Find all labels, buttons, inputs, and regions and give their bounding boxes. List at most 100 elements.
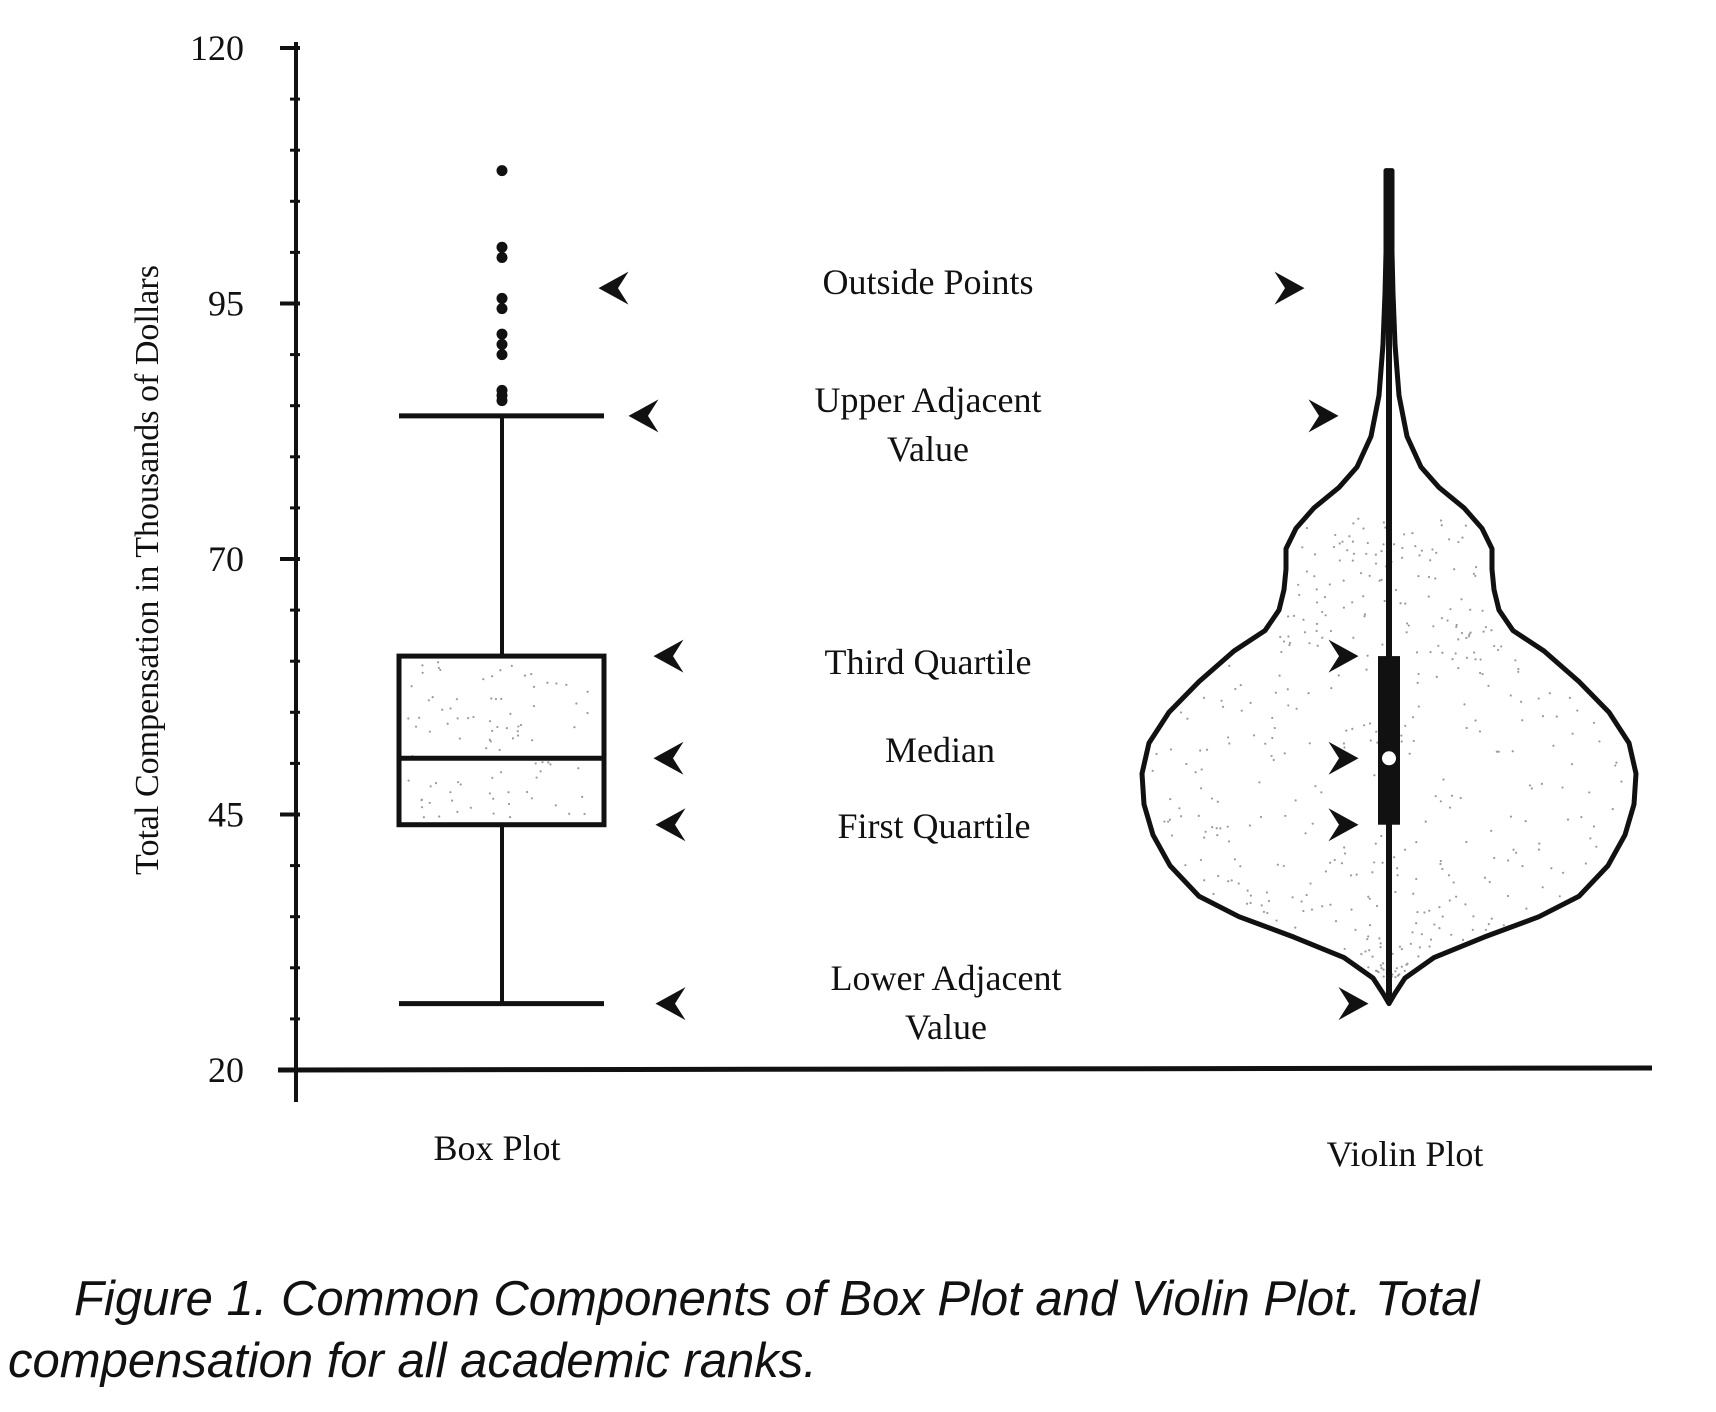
violin-texture-dot	[1199, 749, 1202, 752]
violin-texture-dot	[1342, 606, 1345, 609]
annotation-label: Third Quartile	[825, 642, 1032, 682]
box-texture-dot	[519, 723, 523, 727]
violin-texture-dot	[1210, 797, 1214, 800]
violin-texture-dot	[1620, 780, 1623, 783]
violin-texture-dot	[1439, 862, 1442, 866]
violin-texture-dot	[1167, 820, 1170, 823]
violin-texture-dot	[1375, 904, 1379, 908]
violin-texture-dot	[1258, 781, 1261, 784]
violin-texture-dot	[1366, 541, 1369, 545]
outside-point	[496, 252, 508, 264]
outside-point	[496, 241, 508, 253]
violin-texture-dot	[1474, 719, 1477, 722]
violin-texture-dot	[1395, 967, 1398, 970]
violin-texture-dot	[1271, 736, 1274, 740]
annotation-label: Value	[887, 429, 969, 469]
annotation-arrow-right	[1308, 399, 1339, 433]
violin-texture-dot	[1409, 942, 1412, 945]
outside-point	[496, 292, 508, 304]
box-texture-dot	[469, 806, 472, 809]
violin-texture-dot	[1465, 636, 1468, 640]
violin-texture-dot	[1400, 965, 1403, 968]
violin-texture-dot	[1179, 711, 1183, 714]
violin-texture-dot	[1511, 750, 1514, 753]
violin-interquartile-bar	[1378, 656, 1400, 825]
violin-texture-dot	[1457, 666, 1460, 670]
violin-texture-dot	[1450, 794, 1454, 797]
violin-texture-dot	[1380, 550, 1383, 553]
violin-texture-dot	[1595, 845, 1598, 848]
violin-texture-dot	[1417, 574, 1420, 578]
violin-texture-dot	[1447, 874, 1451, 877]
violin-texture-dot	[1240, 709, 1243, 712]
violin-texture-dot	[1287, 615, 1290, 618]
violin-texture-dot	[1483, 876, 1487, 879]
box-texture-dot	[414, 725, 418, 728]
violin-texture-dot	[1484, 928, 1487, 931]
violin-texture-dot	[1272, 758, 1275, 762]
violin-texture-dot	[1434, 577, 1437, 580]
violin-texture-dot	[1354, 928, 1357, 931]
violin-texture-dot	[1351, 601, 1354, 604]
violin-texture-dot	[1227, 840, 1231, 843]
violin-texture-dot	[1598, 740, 1601, 743]
violin-texture-dot	[1274, 691, 1277, 694]
box-texture-dot	[565, 683, 568, 686]
box-texture-dot	[549, 763, 552, 766]
violin-texture-dot	[1170, 834, 1174, 837]
violin-texture-dot	[1365, 552, 1368, 555]
box-texture-dot	[492, 812, 495, 815]
violin-texture-dot	[1433, 923, 1436, 926]
violin-texture-dot	[1404, 602, 1407, 605]
violin-texture-dot	[1524, 820, 1527, 823]
violin-texture-dot	[1343, 746, 1346, 749]
annotation-arrow-left	[655, 808, 686, 842]
box-texture-dot	[517, 725, 520, 728]
violin-texture-dot	[1614, 764, 1617, 767]
box-texture-dot	[490, 697, 493, 700]
violin-texture-dot	[1246, 889, 1249, 892]
box-texture-dot	[554, 804, 557, 807]
box-texture-dot	[494, 697, 498, 701]
violin-texture-dot	[1287, 704, 1290, 707]
violin-texture-dot	[1379, 942, 1382, 945]
violin-texture-dot	[1295, 707, 1298, 710]
violin-texture-dot	[1400, 556, 1404, 559]
violin-texture-dot	[1482, 630, 1485, 633]
annotation-label: Lower Adjacent	[831, 958, 1062, 998]
box-texture-dot	[455, 698, 459, 701]
violin-texture-dot	[1199, 787, 1203, 790]
violin-texture-dot	[1260, 904, 1263, 907]
annotation-label: Median	[885, 730, 995, 770]
box-texture-dot	[456, 810, 459, 813]
violin-texture-dot	[1270, 754, 1273, 758]
violin-texture-dot	[1439, 800, 1442, 803]
violin-texture-dot	[1471, 928, 1474, 931]
box-texture-dot	[498, 748, 501, 752]
violin-texture-dot	[1479, 671, 1482, 675]
violin-texture-dot	[1216, 800, 1219, 803]
violin-texture-dot	[1416, 681, 1419, 684]
violin-texture-dot	[1205, 748, 1209, 751]
violin-texture-dot	[1204, 830, 1207, 833]
violin-texture-dot	[1352, 636, 1355, 639]
violin-texture-dot	[1363, 613, 1367, 616]
violin-texture-dot	[1441, 651, 1444, 654]
box-texture-dot	[523, 674, 527, 677]
violin-texture-dot	[1333, 858, 1336, 862]
box-texture-dot	[407, 717, 410, 720]
violin-texture-dot	[1455, 625, 1458, 629]
violin-texture-dot	[1321, 905, 1324, 908]
violin-texture-dot	[1457, 638, 1460, 641]
violin-texture-dot	[1417, 705, 1420, 708]
annotation-arrow-right	[1328, 639, 1359, 673]
violin-texture-dot	[1381, 861, 1384, 864]
violin-texture-dot	[1375, 730, 1378, 733]
outside-point	[496, 384, 508, 396]
violin-texture-dot	[1438, 906, 1441, 909]
violin-texture-dot	[1305, 526, 1308, 530]
violin-texture-dot	[1315, 629, 1318, 633]
violin-texture-dot	[1592, 825, 1596, 828]
violin-texture-dot	[1415, 841, 1418, 844]
violin-texture-dot	[1440, 524, 1443, 527]
